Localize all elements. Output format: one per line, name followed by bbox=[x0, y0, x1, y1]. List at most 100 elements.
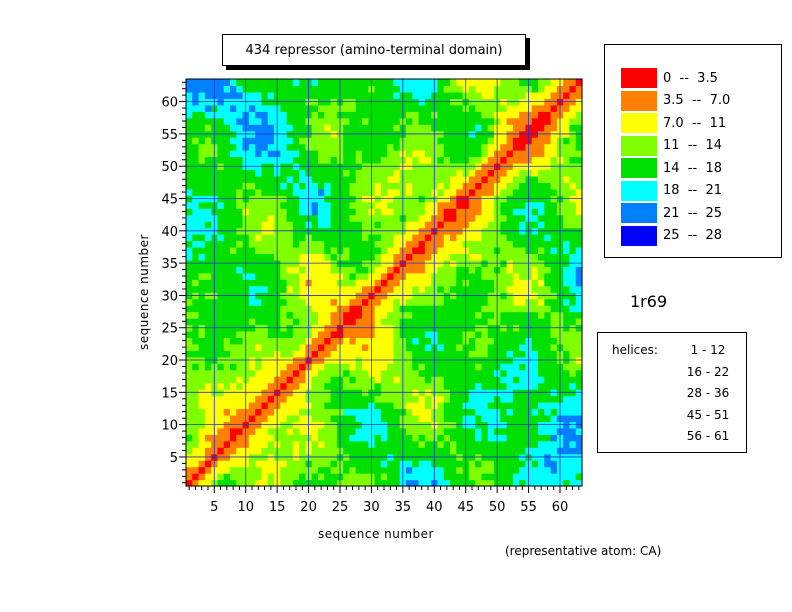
heatmap-cell bbox=[255, 479, 263, 487]
heatmap-cell bbox=[450, 285, 457, 293]
heatmap-cell bbox=[569, 85, 577, 93]
heatmap-cell bbox=[538, 175, 545, 183]
heatmap-cell bbox=[468, 111, 476, 119]
heatmap-cell bbox=[248, 408, 256, 416]
heatmap-cell bbox=[261, 311, 269, 319]
heatmap-cell bbox=[406, 85, 413, 93]
heatmap-cell bbox=[550, 246, 558, 255]
heatmap-cell bbox=[318, 117, 325, 125]
heatmap-cell bbox=[443, 169, 451, 177]
heatmap-cell bbox=[349, 188, 357, 196]
heatmap-cell bbox=[437, 427, 445, 435]
heatmap-cell bbox=[387, 104, 395, 112]
heatmap-cell bbox=[531, 175, 539, 183]
heatmap-cell bbox=[412, 279, 420, 287]
heatmap-cell bbox=[299, 150, 307, 158]
heatmap-cell bbox=[487, 337, 495, 345]
heatmap-cell bbox=[487, 124, 495, 132]
heatmap-cell bbox=[544, 272, 552, 280]
heatmap-cell bbox=[318, 395, 325, 403]
heatmap-cell bbox=[355, 479, 363, 487]
heatmap-cell bbox=[192, 79, 200, 87]
heatmap-cell bbox=[299, 253, 307, 261]
heatmap-cell bbox=[230, 376, 237, 384]
heatmap-cell bbox=[186, 460, 193, 468]
x-tick-labels: 5 10 15 20 25 30 35 40 45 50 55 60 bbox=[210, 500, 568, 515]
heatmap-cell bbox=[255, 350, 263, 358]
heatmap-cell bbox=[280, 253, 288, 261]
heatmap-cell bbox=[186, 117, 193, 125]
heatmap-cell bbox=[330, 305, 338, 313]
heatmap-cell bbox=[261, 363, 269, 371]
heatmap-cell bbox=[544, 298, 552, 306]
heatmap-cell bbox=[330, 85, 338, 93]
heatmap-cell bbox=[267, 137, 275, 145]
heatmap-cell bbox=[311, 266, 319, 274]
heatmap-cell bbox=[544, 253, 552, 261]
heatmap-cell bbox=[531, 408, 539, 416]
heatmap-cell bbox=[318, 311, 325, 319]
heatmap-cell bbox=[261, 221, 269, 229]
heatmap-cell bbox=[481, 201, 489, 209]
heatmap-cell bbox=[330, 208, 338, 216]
heatmap-cell bbox=[387, 266, 395, 274]
heatmap-cell bbox=[544, 440, 552, 448]
legend-entry: 7.0 -- 11 bbox=[621, 112, 726, 134]
heatmap-cell bbox=[349, 169, 357, 177]
heatmap-cell bbox=[437, 343, 445, 351]
heatmap-cell bbox=[575, 175, 583, 183]
minor-ticks bbox=[179, 81, 580, 493]
heatmap-cell bbox=[387, 272, 395, 280]
heatmap-cell bbox=[456, 253, 464, 261]
heatmap-cell bbox=[261, 214, 269, 222]
heatmap-cell bbox=[437, 447, 445, 455]
heatmap-cell bbox=[230, 447, 237, 455]
heatmap-cell bbox=[355, 272, 363, 280]
heatmap-cell bbox=[487, 111, 495, 119]
heatmap-cell bbox=[311, 427, 319, 435]
heatmap-cell bbox=[292, 285, 300, 293]
heatmap-cell bbox=[261, 79, 269, 87]
heatmap-cell bbox=[418, 234, 426, 242]
heatmap-cell bbox=[318, 201, 325, 209]
heatmap-cell bbox=[418, 143, 426, 151]
heatmap-cell bbox=[506, 201, 514, 209]
heatmap-cell bbox=[563, 408, 571, 416]
x-tick-label: 20 bbox=[300, 500, 317, 515]
heatmap-cell bbox=[292, 137, 300, 145]
heatmap-cell bbox=[468, 266, 476, 274]
heatmap-cell bbox=[248, 330, 256, 339]
heatmap-cell bbox=[198, 473, 206, 481]
heatmap-cell bbox=[248, 479, 256, 487]
heatmap-cell bbox=[437, 175, 445, 183]
heatmap-cell bbox=[186, 330, 193, 339]
heatmap-cell bbox=[192, 272, 200, 280]
heatmap-cell bbox=[519, 234, 527, 242]
heatmap-cell bbox=[475, 234, 483, 242]
heatmap-cell bbox=[204, 266, 212, 274]
heatmap-cell bbox=[406, 285, 413, 293]
heatmap-cell bbox=[456, 266, 464, 274]
heatmap-cell bbox=[412, 188, 420, 196]
heatmap-cell bbox=[343, 104, 351, 112]
heatmap-cell bbox=[575, 246, 583, 255]
heatmap-cell bbox=[299, 298, 307, 306]
heatmap-cell bbox=[198, 479, 206, 487]
heatmap-cell bbox=[443, 240, 451, 248]
heatmap-cell bbox=[355, 350, 363, 358]
heatmap-cell bbox=[261, 408, 269, 416]
heatmap-cell bbox=[456, 305, 464, 313]
heatmap-cell bbox=[186, 85, 193, 93]
heatmap-cell bbox=[544, 169, 552, 177]
heatmap-cell bbox=[487, 434, 495, 442]
heatmap-cell bbox=[437, 188, 445, 196]
heatmap-cell bbox=[343, 369, 351, 377]
heatmap-cell bbox=[311, 363, 319, 371]
heatmap-cell bbox=[481, 137, 489, 145]
heatmap-cell bbox=[318, 234, 325, 242]
heatmap-cell bbox=[468, 285, 476, 293]
heatmap-cell bbox=[318, 350, 325, 358]
heatmap-cell bbox=[186, 414, 193, 422]
heatmap-cell bbox=[267, 272, 275, 280]
heatmap-cell bbox=[531, 272, 539, 280]
